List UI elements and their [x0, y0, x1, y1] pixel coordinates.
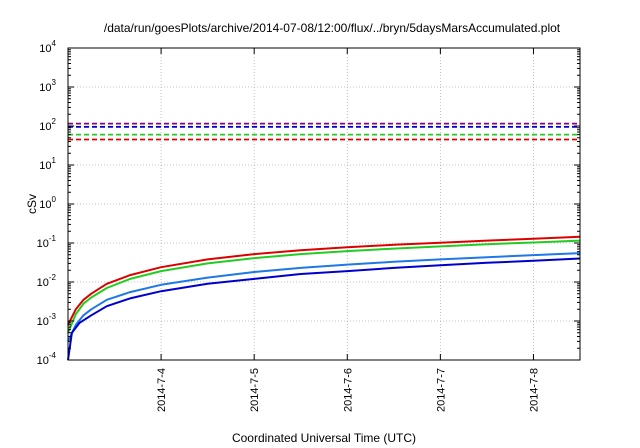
series-line [67, 257, 581, 361]
x-tick-label: 2014-7-6 [342, 368, 354, 412]
series-line [67, 235, 581, 326]
y-axis: 10-4 10-3 10-2 10-1 100 101 102 103 104 [37, 39, 580, 367]
x-tick-label: 2014-7-8 [528, 368, 540, 412]
series-line [67, 252, 581, 342]
x-tick-label: 2014-7-7 [435, 368, 447, 412]
y-tick-label: 100 [39, 195, 56, 211]
series-lines [67, 235, 581, 361]
y-tick-label: 101 [39, 156, 56, 172]
threshold-lines [68, 122, 580, 141]
y-tick-label: 102 [39, 117, 56, 133]
x-axis-label: Coordinated Universal Time (UTC) [232, 431, 416, 445]
y-tick-label: 10-4 [37, 351, 57, 367]
y-tick-label: 10-3 [37, 312, 57, 328]
y-tick-label: 10-1 [37, 234, 57, 250]
x-tick-label: 2014-7-5 [249, 368, 261, 412]
x-axis: 2014-7-4 2014-7-5 2014-7-6 2014-7-7 2014-7-8 [156, 48, 540, 412]
y-tick-label: 10-2 [37, 273, 57, 289]
series-line [67, 239, 581, 334]
y-axis-label: cSv [25, 194, 39, 214]
y-tick-label: 103 [39, 78, 56, 94]
y-tick-label: 104 [39, 39, 56, 55]
chart-title: /data/run/goesPlots/archive/2014-07-08/1… [104, 21, 561, 35]
x-tick-label: 2014-7-4 [156, 368, 168, 412]
